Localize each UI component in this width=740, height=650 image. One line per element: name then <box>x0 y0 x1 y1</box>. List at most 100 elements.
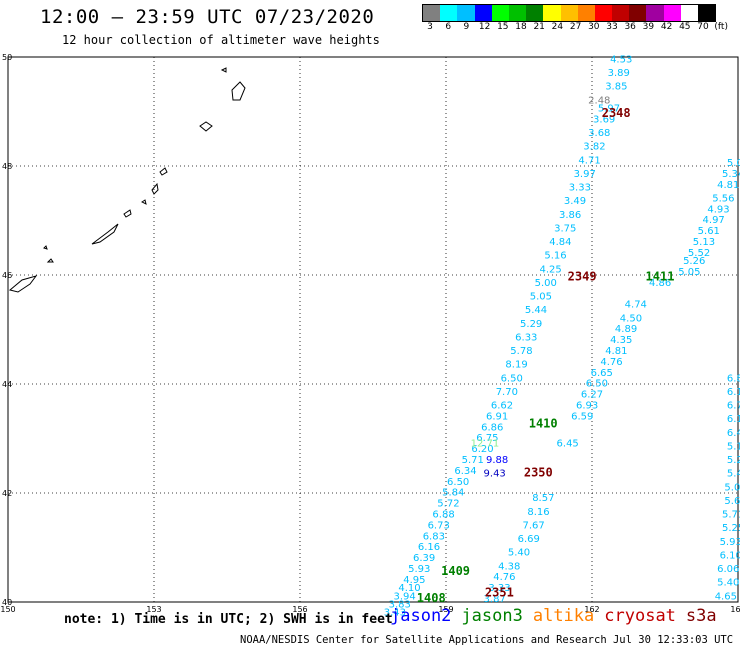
swh-measurement: 5.84 <box>442 488 464 499</box>
pass-id-label: 1410 <box>529 417 558 431</box>
swh-measurement: 3.87 <box>484 594 506 605</box>
swh-measurement: 3.83 <box>389 599 411 610</box>
swh-measurement: 6.50 <box>586 379 608 390</box>
legend-swatch <box>474 5 492 21</box>
swh-measurement: 5.26 <box>683 256 705 267</box>
legend-tick-label: 12 <box>478 22 491 32</box>
swh-measurement: 5.52 <box>688 248 710 259</box>
legend-swatch <box>543 5 561 21</box>
swh-measurement: 3.97 <box>574 169 596 180</box>
swh-measurement: 4.35 <box>610 335 632 346</box>
swh-measurement: 6.06 <box>717 564 739 575</box>
swh-measurement: 3.33 <box>569 183 591 194</box>
legend-swatch <box>577 5 595 21</box>
swh-measurement: 5.44 <box>525 305 547 316</box>
pass-id-label: 1409 <box>441 564 470 578</box>
legend-swatch <box>663 5 681 21</box>
swh-measurement: 4.86 <box>649 278 671 289</box>
legend-tick-label: 15 <box>497 22 509 32</box>
swh-measurement: 5.67 <box>724 496 740 507</box>
swh-measurement: 6.85 <box>727 373 740 384</box>
island-outline <box>199 121 213 132</box>
satellite-legend: jason2 jason3 altika cryosat s3a <box>390 606 727 626</box>
lon-tick-label: 153 <box>146 605 161 614</box>
swh-measurement: 5.05 <box>530 292 552 303</box>
swh-measurement: 5.72 <box>437 499 459 510</box>
satellite-jason3: jason3 <box>461 606 523 626</box>
legend-tick-label: 45 <box>679 22 691 32</box>
swh-measurement: 9.88 <box>486 455 508 466</box>
legend-swatch <box>423 5 441 21</box>
swh-measurement: 4.74 <box>625 300 647 311</box>
swh-measurement: 4.95 <box>403 575 425 586</box>
swh-measurement: 4.81 <box>717 180 739 191</box>
legend-tick-label: (ft) <box>714 22 728 32</box>
swh-measurement: 5.29 <box>520 319 542 330</box>
island-outline <box>123 209 132 218</box>
legend-swatch <box>594 5 613 21</box>
legend-tick-label: 6 <box>445 22 452 32</box>
swh-measurement: 4.89 <box>615 324 637 335</box>
lat-tick-label: 40 <box>2 598 12 607</box>
lon-tick-label: 156 <box>292 605 307 614</box>
swh-measurement: 4.76 <box>600 357 622 368</box>
island-outline <box>220 67 227 73</box>
lon-tick-label: 162 <box>584 605 599 614</box>
swh-measurement: 6.17 <box>727 414 740 425</box>
swh-measurement: 6.39 <box>413 553 435 564</box>
swh-measurement: 3.49 <box>564 196 586 207</box>
swh-measurement: 5.13 <box>693 237 715 248</box>
lat-tick-label: 42 <box>2 489 12 498</box>
swh-measurement: 6.59 <box>571 411 593 422</box>
swh-measurement: 4.81 <box>605 346 627 357</box>
legend-tick-label: 24 <box>551 22 564 32</box>
swh-measurement: 5.93 <box>408 564 430 575</box>
island-outline <box>8 275 38 293</box>
swh-measurement: 5.93 <box>720 537 740 548</box>
swh-measurement: 4.25 <box>540 264 562 275</box>
swh-measurement: 6.50 <box>447 477 469 488</box>
swh-measurement: 5.00 <box>727 158 740 169</box>
lon-tick-label: 165 <box>730 605 740 614</box>
swh-measurement: 5.00 <box>535 278 557 289</box>
swh-measurement: 7.70 <box>496 387 518 398</box>
legend-tick-label: 39 <box>642 22 655 32</box>
swh-measurement: 6.45 <box>557 439 579 450</box>
swh-measurement: 6.62 <box>491 401 513 412</box>
swh-measurement: 4.93 <box>707 204 729 215</box>
swh-measurement: 6.75 <box>476 433 498 444</box>
swh-measurement: 2.48 <box>588 95 610 106</box>
legend-swatch <box>457 5 475 21</box>
island-outline <box>91 223 119 245</box>
swh-measurement: 6.27 <box>581 390 603 401</box>
swh-measurement: 6.93 <box>576 401 598 412</box>
swh-measurement: 5.16 <box>544 251 566 262</box>
legend-swatch <box>508 5 527 21</box>
swh-measurement: 6.50 <box>501 373 523 384</box>
swh-measurement: 5.78 <box>510 346 532 357</box>
legend-tick-label: 9 <box>463 22 470 32</box>
legend-tick-label: 27 <box>569 22 582 32</box>
legend-tick-label: 33 <box>606 22 618 32</box>
island-outline <box>159 167 168 176</box>
satellite-s3a: s3a <box>685 606 717 626</box>
swh-measurement: 6.86 <box>481 422 503 433</box>
legend-tick-label: 36 <box>624 22 636 32</box>
pass-id-label: 2351 <box>485 586 514 600</box>
color-scale-ticks: 3 6 9 12 15 18 21 24 27 30 33 36 39 42 45 70 (ft) <box>422 22 732 36</box>
legend-swatch <box>526 5 544 21</box>
lon-tick-label: 150 <box>0 605 15 614</box>
swh-measurement: 5.40 <box>717 578 739 589</box>
swh-measurement: 6.40 <box>727 428 740 439</box>
swh-measurement: 4.38 <box>498 561 520 572</box>
swh-measurement: 12.71 <box>471 439 500 450</box>
swh-measurement: 3.68 <box>588 128 610 139</box>
swh-measurement: 3.75 <box>554 223 576 234</box>
color-scale-legend <box>422 4 717 22</box>
swh-measurement: 9.43 <box>484 469 506 480</box>
page-subtitle: 12 hour collection of altimeter wave hei… <box>62 33 380 47</box>
swh-measurement: 3.85 <box>605 82 627 93</box>
swh-measurement: 6.16 <box>418 542 440 553</box>
